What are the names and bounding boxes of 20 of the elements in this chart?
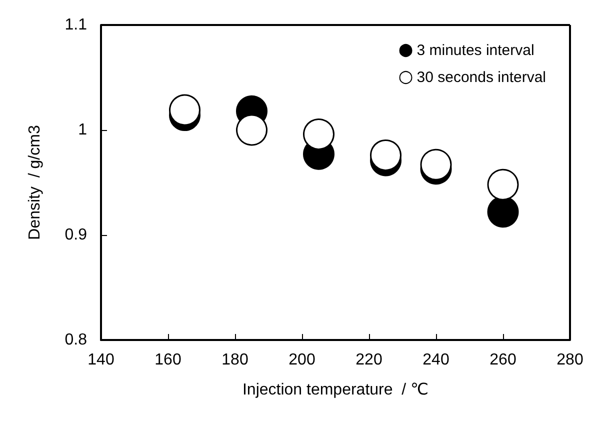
y-tick-label: 1 [78,122,88,138]
x-tick-label: 160 [154,352,182,368]
y-tick-label: 1.1 [64,16,88,34]
y-tick-label: 0.8 [64,332,88,348]
point [487,196,519,228]
x-tick-label: 180 [222,352,248,368]
point [169,94,200,126]
x-axis-title: Injection temperature / ℃ [242,382,429,398]
legend-label: 3 minutes interval [416,42,534,59]
x-tick-label: 280 [556,352,584,368]
x-tick-label: 140 [88,352,114,368]
x-tick-label: 220 [356,352,382,368]
point [420,148,452,180]
x-tick-label: 200 [288,352,316,368]
y-tick-label: 0.9 [64,226,88,244]
x-tick-label: 260 [490,352,516,368]
x-tick-label: 240 [422,352,450,368]
legend-label: 30 seconds interval [416,69,546,86]
y-axis-title: Density / g/cm3 [26,125,44,240]
point [370,139,402,171]
